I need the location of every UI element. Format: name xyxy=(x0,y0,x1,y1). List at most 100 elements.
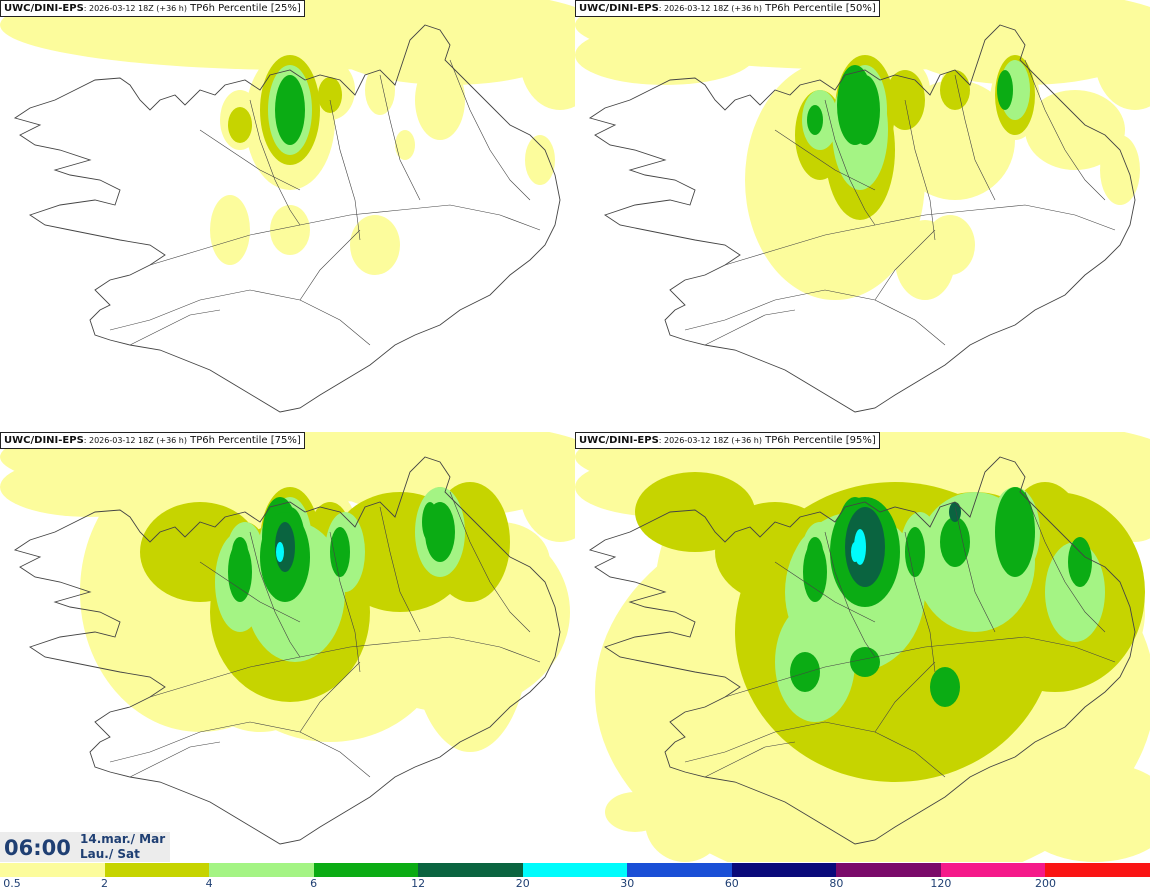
coastline xyxy=(588,456,1136,845)
colorbar-segment xyxy=(104,863,210,877)
precip-contour xyxy=(790,652,820,692)
colorbar-segment xyxy=(627,863,732,877)
precip-contour xyxy=(276,542,284,562)
road-line xyxy=(129,741,221,778)
valid-time: 06:00 xyxy=(4,836,71,860)
precip-map-p50 xyxy=(575,0,1150,413)
road-line xyxy=(774,129,876,191)
road-line xyxy=(299,229,361,301)
precip-contour xyxy=(997,70,1013,110)
precip-contour xyxy=(275,75,305,145)
precip-contour xyxy=(1100,135,1140,205)
colorbar-tick-label: 20 xyxy=(515,877,530,890)
precip-contour xyxy=(1025,90,1125,170)
precip-contour xyxy=(995,487,1035,577)
colorbar-segment xyxy=(1045,863,1150,877)
road-line xyxy=(199,129,301,191)
road-line xyxy=(1024,491,1106,633)
colorbar-tick-label: 200 xyxy=(1034,877,1056,890)
colorbar-segment xyxy=(940,863,1046,877)
road-line xyxy=(954,506,996,633)
precip-contour xyxy=(330,527,350,577)
precip-contour xyxy=(949,502,961,522)
precip-contour xyxy=(605,792,665,832)
precip-field xyxy=(0,432,575,752)
precip-contour xyxy=(905,527,925,577)
panel-title: UWC/DINI-EPS: 2026-03-12 18Z (+36 h) TP6… xyxy=(575,0,880,17)
road-line xyxy=(704,741,796,778)
colorbar-tick-label: 30 xyxy=(620,877,635,890)
map-panel-p50: UWC/DINI-EPS: 2026-03-12 18Z (+36 h) TP6… xyxy=(575,0,1150,430)
precip-contour xyxy=(940,517,970,567)
road-line xyxy=(874,229,936,301)
precip-contour xyxy=(895,0,1150,85)
precip-contour xyxy=(803,542,827,602)
colorbar-segment xyxy=(209,863,314,877)
precip-field xyxy=(575,0,1150,300)
road-line xyxy=(904,531,936,673)
colorbar-tick-label: 6 xyxy=(310,877,318,890)
colorbar-ticks: 0.5 2 4 6 12 20 30 60 80 120 200 xyxy=(0,877,1150,891)
precip-contour xyxy=(1068,537,1092,587)
precip-field xyxy=(0,0,575,275)
colorbar-segment xyxy=(522,863,628,877)
road-line xyxy=(704,309,796,346)
road-line xyxy=(874,661,936,733)
precip-map-p75 xyxy=(0,432,575,845)
precip-map-p25 xyxy=(0,0,575,413)
precip-contour xyxy=(415,60,465,140)
precip-contour xyxy=(1015,762,1150,862)
precip-contour xyxy=(425,502,455,562)
road-line xyxy=(684,721,946,778)
precip-map-p95 xyxy=(575,432,1150,862)
road-line xyxy=(249,531,301,658)
panel-title: UWC/DINI-EPS: 2026-03-12 18Z (+36 h) TP6… xyxy=(575,432,880,449)
colorbar-tick-label: 0.5 xyxy=(3,877,21,890)
precip-contour xyxy=(940,70,970,110)
coastline xyxy=(13,24,561,413)
colorbar-segment xyxy=(731,863,837,877)
coastline xyxy=(13,456,561,845)
precip-contour xyxy=(807,105,823,135)
precip-contour xyxy=(575,25,755,85)
map-panel-p75: UWC/DINI-EPS: 2026-03-12 18Z (+36 h) TP6… xyxy=(0,432,575,862)
precip-contour xyxy=(635,472,755,552)
precip-contour xyxy=(837,65,873,145)
road-line xyxy=(724,204,1116,266)
precip-contour xyxy=(270,205,310,255)
precip-contour xyxy=(365,65,395,115)
valid-date-line1: 14.mar./ Mar xyxy=(80,832,166,846)
panel-title: UWC/DINI-EPS: 2026-03-12 18Z (+36 h) TP6… xyxy=(0,0,305,17)
valid-date-line2: Lau./ Sat xyxy=(80,847,140,861)
precip-contour xyxy=(854,529,866,565)
precip-contour xyxy=(520,10,575,110)
valid-time-box: 06:00 14.mar./ Mar Lau./ Sat xyxy=(0,832,170,862)
road-line xyxy=(149,636,541,698)
colorbar-segment xyxy=(836,863,941,877)
road-line xyxy=(824,99,876,226)
road-line xyxy=(824,531,876,658)
precip-contour xyxy=(318,77,342,113)
road-line xyxy=(299,661,361,733)
colorbar-tick-label: 2 xyxy=(101,877,109,890)
road-line xyxy=(149,204,541,266)
road-line xyxy=(724,636,1116,698)
precip-contour xyxy=(228,542,252,602)
colorbar-tick-label: 60 xyxy=(724,877,739,890)
map-panel-p95: UWC/DINI-EPS: 2026-03-12 18Z (+36 h) TP6… xyxy=(575,432,1150,862)
precip-contour xyxy=(350,215,400,275)
map-panel-p25: UWC/DINI-EPS: 2026-03-12 18Z (+36 h) TP6… xyxy=(0,0,575,430)
colorbar-segment xyxy=(418,863,523,877)
road-line xyxy=(199,561,301,623)
precip-field xyxy=(575,432,1150,862)
precip-contour xyxy=(320,0,575,85)
road-line xyxy=(109,721,371,778)
precip-contour xyxy=(930,667,960,707)
precip-contour xyxy=(645,782,725,862)
road-line xyxy=(774,561,876,623)
colorbar-segment xyxy=(313,863,419,877)
road-line xyxy=(1024,59,1106,201)
road-line xyxy=(954,74,996,201)
colorbar xyxy=(0,863,1150,877)
precip-contour xyxy=(395,130,415,160)
